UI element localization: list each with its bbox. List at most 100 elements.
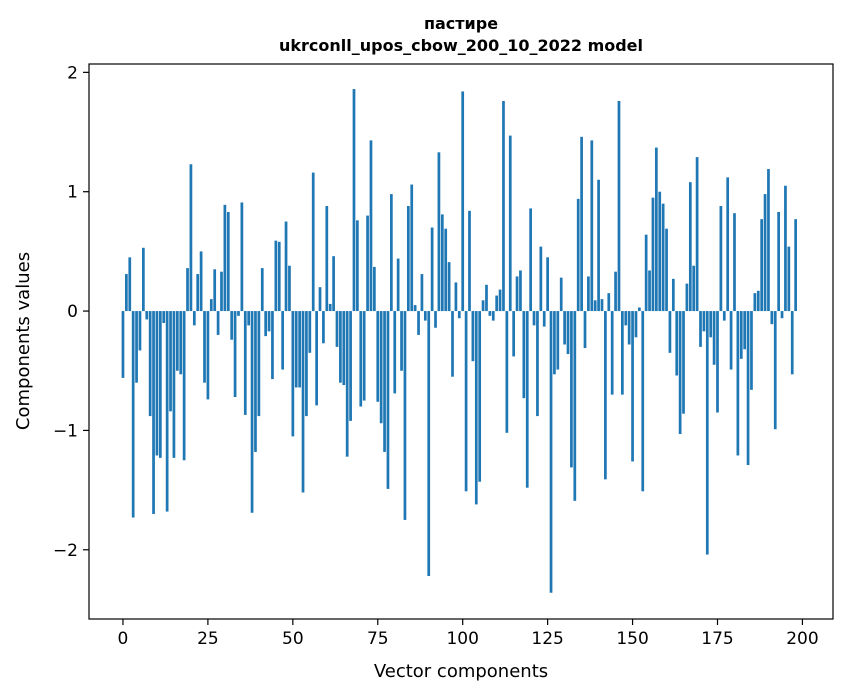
bar-117	[519, 270, 522, 312]
bar-5	[138, 311, 142, 351]
bar-29	[220, 271, 223, 312]
bar-51	[294, 311, 298, 388]
bar-21	[192, 311, 196, 326]
chart-title-line-2: ukrconll_upos_cbow_200_10_2022 model	[279, 36, 643, 55]
bar-102	[468, 210, 471, 312]
bar-173	[709, 311, 713, 338]
bar-160	[665, 228, 668, 312]
bar-171	[702, 311, 706, 332]
bar-36	[243, 311, 247, 415]
bar-196	[787, 246, 791, 312]
bar-140	[597, 179, 600, 312]
bar-76	[379, 311, 383, 424]
bar-158	[658, 191, 662, 312]
bar-112	[502, 101, 505, 312]
bar-78	[386, 311, 390, 489]
x-axis-label: Vector components	[374, 661, 548, 682]
bar-94	[440, 214, 444, 312]
bar-114	[508, 135, 512, 312]
bar-92	[434, 311, 437, 328]
bar-190	[767, 169, 770, 312]
bar-8	[148, 311, 152, 417]
bar-47	[281, 311, 284, 370]
plot-area-frame	[88, 63, 834, 620]
x-tick-label: 25	[197, 629, 219, 649]
bar-137	[587, 276, 590, 312]
bar-63	[335, 311, 339, 347]
y-axis-ticks: −2 −1 0 1 2	[53, 63, 89, 561]
bar-166	[685, 283, 689, 312]
bar-23	[199, 251, 203, 312]
bar-17	[179, 311, 183, 375]
bar-148	[624, 311, 628, 326]
x-tick-label: 100	[446, 629, 478, 649]
bar-144	[610, 311, 614, 395]
y-tick-label: −1	[53, 421, 78, 441]
bar-84	[406, 206, 410, 312]
bar-3	[131, 311, 135, 518]
bar-147	[621, 311, 624, 395]
bar-34	[237, 311, 240, 316]
bar-146	[617, 101, 621, 312]
bar-27	[213, 269, 217, 312]
bar-55	[308, 311, 312, 353]
bar-6	[142, 247, 145, 312]
bar-60	[325, 206, 329, 312]
bar-167	[688, 182, 692, 312]
bar-145	[614, 271, 617, 312]
bar-156	[651, 197, 655, 312]
bar-46	[277, 241, 281, 312]
bar-197	[790, 311, 794, 375]
bar-41	[260, 268, 264, 312]
bar-22	[196, 274, 200, 312]
bar-195	[784, 185, 787, 312]
bar-150	[631, 311, 634, 462]
x-tick-label: 200	[786, 629, 818, 649]
bar-72	[366, 215, 369, 312]
bar-16	[175, 311, 179, 371]
bar-15	[172, 311, 176, 458]
bar-61	[328, 303, 332, 312]
bar-9	[152, 311, 155, 514]
bar-186	[753, 293, 757, 312]
bar-129	[559, 277, 563, 312]
bar-89	[423, 311, 427, 321]
bar-143	[607, 293, 611, 312]
bar-44	[271, 311, 274, 380]
bar-163	[675, 311, 679, 376]
bar-125	[546, 257, 549, 312]
x-tick-label: 0	[118, 629, 129, 649]
bar-18	[182, 311, 186, 461]
bar-153	[641, 311, 645, 492]
bar-10	[155, 311, 159, 456]
bar-97	[451, 311, 454, 377]
bar-71	[362, 311, 366, 401]
bar-33	[233, 311, 237, 397]
x-axis-ticks: 0 25 50 75 100 125 150 175 200	[118, 619, 819, 649]
bar-88	[420, 274, 424, 312]
bar-99	[457, 311, 461, 319]
bar-82	[400, 311, 403, 371]
bar-188	[760, 219, 764, 312]
bar-161	[668, 311, 672, 353]
bar-157	[654, 147, 658, 312]
bar-7	[145, 311, 149, 320]
bar-182	[739, 311, 743, 359]
x-tick-label: 125	[531, 629, 563, 649]
bar-152	[638, 307, 641, 312]
bar-181	[736, 311, 740, 456]
y-tick-label: 0	[67, 302, 78, 322]
bar-56	[311, 172, 315, 312]
bar-69	[356, 220, 359, 312]
bar-192	[773, 311, 777, 430]
bar-122	[536, 311, 539, 417]
bar-151	[634, 311, 638, 338]
bar-141	[600, 299, 604, 312]
bar-20	[189, 164, 193, 312]
bar-68	[352, 89, 356, 312]
bar-38	[250, 311, 254, 513]
bar-57	[315, 311, 318, 406]
bar-177	[722, 311, 726, 321]
bar-101	[464, 311, 468, 492]
